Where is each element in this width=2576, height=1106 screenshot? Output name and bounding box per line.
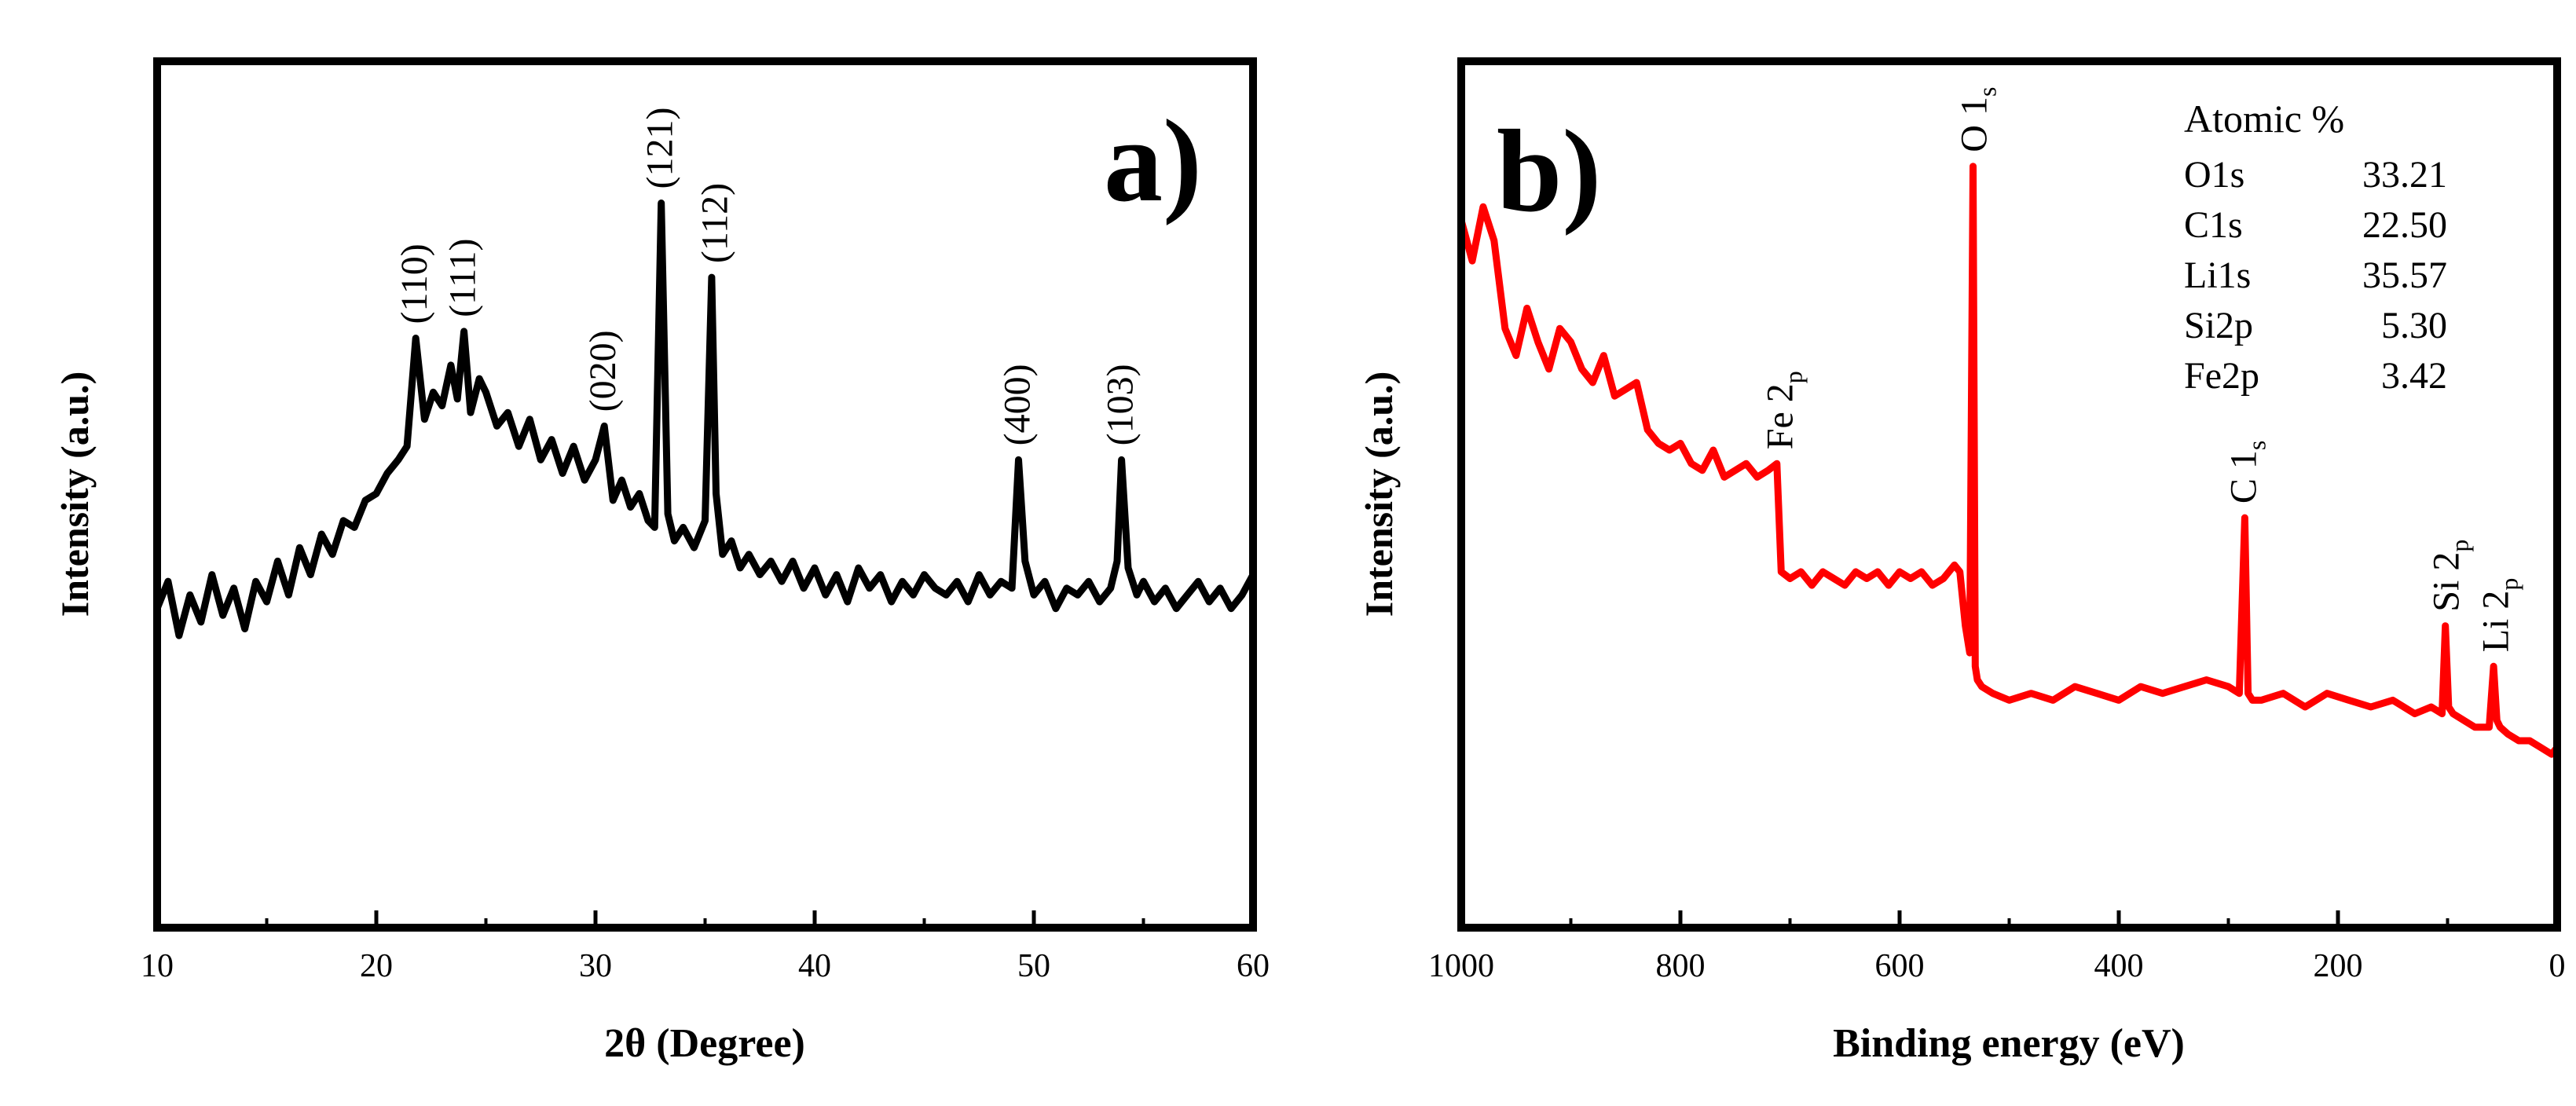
atomic-table-value: 3.42 [2381, 355, 2447, 397]
peak-label: Si 2p [2426, 540, 2474, 612]
peak-label-text: O 1 [1953, 97, 1995, 152]
peak-label-subscript: p [2446, 540, 2474, 552]
x-tick-label: 50 [1017, 948, 1050, 984]
peak-label: Fe 2p [1759, 371, 1807, 449]
x-tick-label: 200 [2314, 948, 2363, 984]
peak-label: (400) [997, 364, 1039, 445]
peak-label: (121) [639, 108, 681, 189]
atomic-table-element: Li1s [2184, 255, 2251, 296]
series-line-0 [153, 200, 1257, 639]
atomic-table-element: O1s [2184, 154, 2244, 196]
panel-a-xrd: 10 20 30 40 50 60 (110) (111) (020) (121) (112) (4… [53, 57, 1270, 1066]
panel-a-data-layer [153, 200, 1257, 639]
atomic-table-value: 22.50 [2362, 204, 2447, 246]
panel-a-y-label: Intensity (a.u.) [53, 372, 97, 617]
panel-b-x-label: Binding energy (eV) [1833, 1021, 2185, 1066]
panel-b-y-label: Intensity (a.u.) [1357, 372, 1401, 617]
peak-label-text: (110) [394, 244, 435, 324]
peak-label-text: Li 2 [2475, 591, 2516, 653]
peak-label-text: (103) [1100, 364, 1141, 445]
atomic-table-value: 5.30 [2381, 305, 2447, 346]
peak-label-text: Fe 2 [1759, 383, 1801, 449]
atomic-table-element: Si2p [2184, 305, 2253, 346]
peak-label-text: (111) [442, 238, 484, 317]
x-tick-label: 400 [2094, 948, 2144, 984]
peak-label-text: (020) [582, 330, 624, 412]
x-tick-label: 60 [1237, 948, 1270, 984]
panel-b-label: b) [1497, 106, 1601, 236]
peak-label-text: (400) [997, 364, 1039, 445]
atomic-percent-table: Atomic % O1s 33.21 C1s 22.50 Li1s 35.57 Si2p 5.… [2184, 97, 2447, 397]
peak-label-subscript: p [2494, 578, 2523, 591]
x-tick-label: 0 [2549, 948, 2566, 984]
peak-label: (112) [694, 183, 736, 263]
peak-label: O 1s [1953, 87, 2001, 152]
x-tick-label: 600 [1875, 948, 1925, 984]
panel-a-label: a) [1104, 96, 1202, 226]
panel-b-x-axis: 1000 800 600 400 200 0 [1428, 910, 2566, 984]
series-line-0 [1457, 163, 2561, 758]
x-tick-label: 800 [1656, 948, 1706, 984]
x-tick-label: 30 [579, 948, 612, 984]
atomic-table-element: C1s [2184, 204, 2243, 246]
atomic-table-value: 33.21 [2362, 154, 2447, 196]
peak-label-subscript: s [1973, 87, 2001, 97]
peak-label-subscript: s [2242, 441, 2270, 450]
peak-label-text: (112) [694, 183, 736, 263]
panel-b-data-layer [1457, 163, 2561, 758]
peak-label: Li 2p [2475, 578, 2523, 653]
peak-label-subscript: p [1779, 371, 1807, 383]
x-tick-label: 10 [141, 948, 174, 984]
peak-label: (103) [1100, 364, 1141, 445]
atomic-table-title: Atomic % [2184, 97, 2344, 141]
atomic-table-value: 35.57 [2362, 255, 2447, 296]
peak-label-text: (121) [639, 108, 681, 189]
panel-a-peak-labels: (110) (111) (020) (121) (112) (400) (103) [394, 108, 1141, 446]
panel-a-x-axis: 10 20 30 40 50 60 [141, 910, 1270, 984]
peak-label-text: Si 2 [2426, 552, 2468, 612]
x-tick-label: 40 [798, 948, 831, 984]
peak-label-text: C 1 [2222, 450, 2264, 504]
peak-label: (111) [442, 238, 484, 317]
peak-label: (110) [394, 244, 435, 324]
x-tick-label: 1000 [1428, 948, 1494, 984]
atomic-table-element: Fe2p [2184, 355, 2259, 397]
peak-label: C 1s [2222, 441, 2270, 504]
peak-label: (020) [582, 330, 624, 412]
x-tick-label: 20 [360, 948, 393, 984]
panel-a-x-label: 2θ (Degree) [604, 1021, 805, 1066]
